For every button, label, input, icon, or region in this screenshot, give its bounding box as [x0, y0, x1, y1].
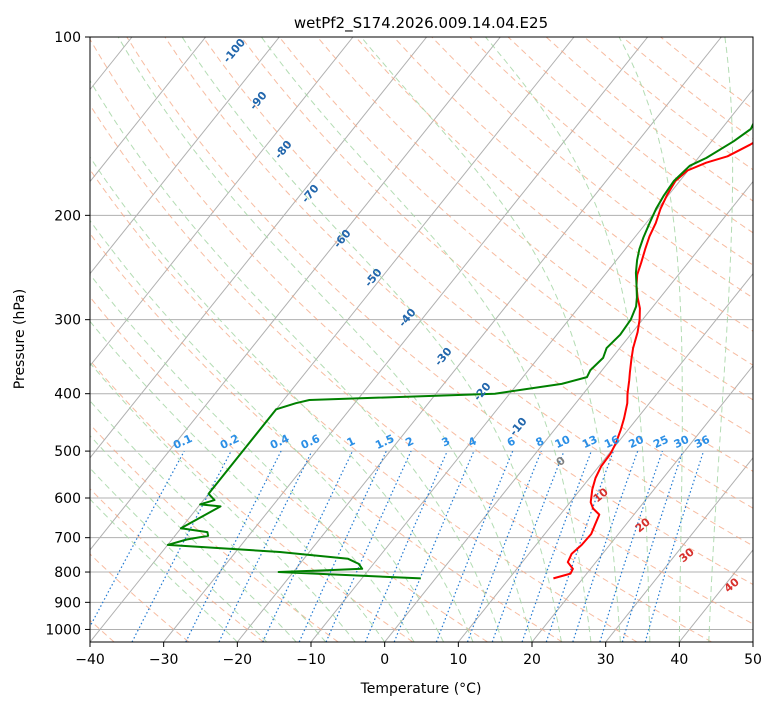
- moist-adiabat: [90, 467, 268, 642]
- mixing-ratio-label: 16: [602, 433, 622, 451]
- dry-adiabat: [278, 37, 753, 436]
- y-tick-label: 800: [54, 565, 81, 581]
- mixing-ratio-line: [521, 450, 592, 642]
- moist-adiabat: [90, 273, 415, 642]
- isotherm: [384, 180, 753, 642]
- mixing-ratio-line: [185, 450, 282, 642]
- y-tick-label: 300: [54, 313, 81, 329]
- dry-adiabat: [126, 37, 753, 586]
- isotherm: [605, 457, 753, 642]
- y-tick-label: 100: [54, 30, 81, 46]
- dry-adiabat: [355, 37, 753, 366]
- mixing-ratio-line: [466, 450, 542, 642]
- moist-adiabat: [117, 37, 533, 642]
- x-tick-label: −20: [223, 652, 253, 668]
- y-tick-label: 900: [54, 595, 81, 611]
- mixing-ratio-label: 30: [672, 433, 692, 451]
- isotherm: [90, 37, 575, 642]
- mixing-ratio-line: [491, 450, 565, 642]
- mixing-ratio-label: 10: [553, 433, 573, 451]
- moist-adiabat: [618, 37, 683, 642]
- moist-adiabat: [90, 435, 297, 642]
- dry-adiabat: [317, 37, 753, 401]
- mixing-ratio-line: [90, 450, 185, 628]
- moist-adiabat: [90, 362, 356, 642]
- x-tick-label: −40: [75, 652, 105, 668]
- y-tick-label: 400: [54, 387, 81, 403]
- y-axis-label: Pressure (hPa): [12, 289, 28, 389]
- temperature-line: [553, 141, 753, 580]
- moist-adiabat: [485, 37, 651, 642]
- moist-adiabat: [90, 219, 445, 642]
- x-tick-label: 0: [380, 652, 389, 668]
- x-tick-label: 30: [597, 652, 615, 668]
- mixing-ratio-line: [393, 450, 475, 642]
- moist-adiabat: [708, 37, 734, 642]
- profile-lines: [166, 122, 753, 580]
- mixing-ratio-line: [364, 450, 448, 642]
- mixing-ratio-line: [572, 450, 639, 642]
- y-tick-label: 1000: [45, 622, 81, 638]
- x-tick-label: 20: [523, 652, 541, 668]
- moist-adiabat: [90, 156, 474, 642]
- dry-adiabat: [393, 37, 753, 332]
- mixing-ratio-line: [599, 450, 663, 642]
- x-axis-label: Temperature (°C): [360, 681, 482, 697]
- isotherm: [236, 37, 722, 642]
- dry-adiabat: [90, 423, 339, 642]
- mixing-ratio-line: [435, 450, 514, 642]
- isotherm: [90, 37, 207, 183]
- moist-adiabat: [90, 320, 386, 642]
- x-tick-label: −10: [296, 652, 326, 668]
- x-tick-label: 50: [744, 652, 762, 668]
- dry-adiabat: [90, 553, 190, 642]
- mixing-ratio-label: 20: [627, 433, 647, 451]
- dry-adiabat: [90, 38, 753, 625]
- x-tick-label: −30: [149, 652, 179, 668]
- dry-adiabat: [90, 168, 638, 642]
- isotherm: [163, 37, 649, 642]
- x-axis: −40 −30 −20 −10 0 10 20 30 40 50: [75, 642, 762, 668]
- moist-adiabat: [90, 79, 503, 642]
- plot-frame: [89, 36, 754, 643]
- mixing-ratio-label: 36: [692, 433, 712, 451]
- moist-adiabat: [360, 37, 621, 642]
- isotherm: [90, 37, 280, 275]
- x-tick-label: 10: [449, 652, 467, 668]
- mixing-ratio-line: [545, 450, 614, 642]
- moist-adiabat: [181, 37, 562, 642]
- dry-adiabat: [90, 296, 488, 642]
- y-tick-label: 500: [54, 444, 81, 460]
- mixing-ratio-label: 13: [580, 433, 599, 451]
- mixing-ratio-label: 25: [651, 433, 670, 451]
- isotherm: [90, 37, 428, 459]
- isotherm: [90, 37, 354, 367]
- x-tick-label: 40: [670, 652, 688, 668]
- plot-area: [90, 37, 753, 642]
- dry-adiabat: [90, 104, 712, 642]
- isotherm: [531, 364, 753, 642]
- dewpoint-line: [166, 122, 753, 580]
- y-tick-label: 700: [54, 531, 81, 547]
- mixing-ratio-line: [644, 450, 705, 642]
- moist-adiabat: [260, 37, 592, 642]
- moist-adiabat: [90, 498, 238, 642]
- moist-adiabat: [90, 400, 327, 642]
- isotherm: [457, 272, 753, 642]
- dry-adiabat: [164, 37, 753, 547]
- y-tick-label: 200: [54, 208, 81, 224]
- chart-title: wetPf2_S174.2026.009.14.04.E25: [294, 14, 548, 33]
- mixing-ratio-line: [621, 450, 684, 642]
- dry-adiabat: [90, 232, 563, 642]
- isotherm: [90, 37, 501, 551]
- mixing-ratio-line: [325, 450, 412, 642]
- y-axis: 100 200 300 400 500 600 700 800 900 1000: [45, 30, 90, 638]
- y-tick-label: 600: [54, 491, 81, 507]
